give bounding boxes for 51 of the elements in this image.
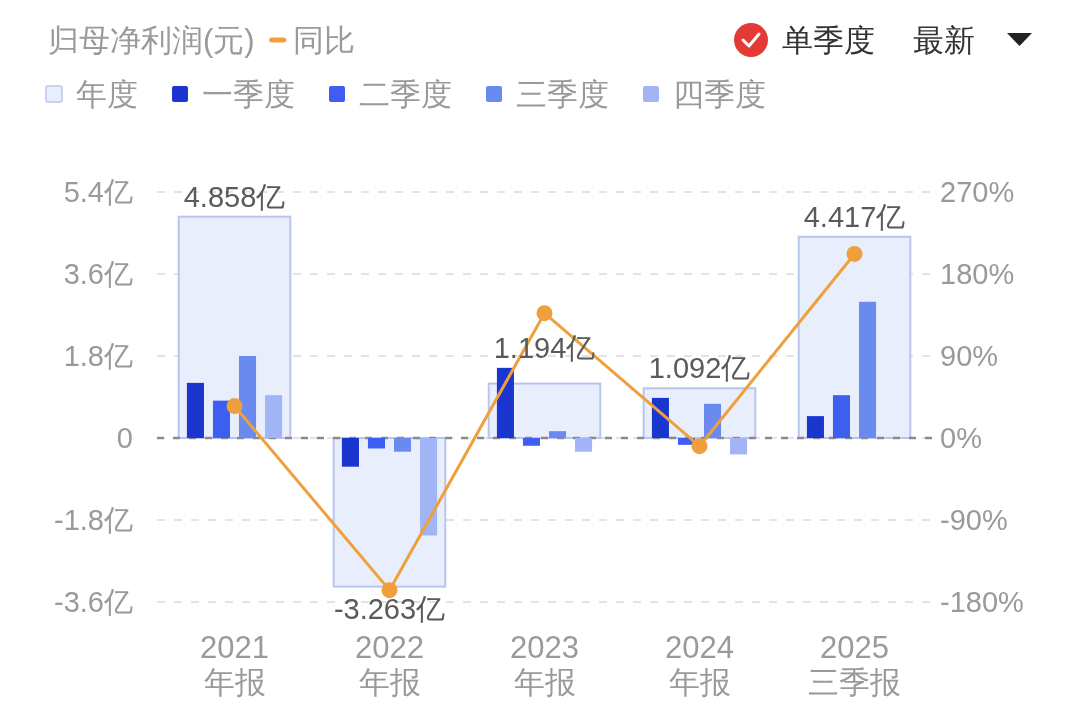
x-tick-label: 2023 年报 xyxy=(510,630,579,700)
y-tick-label: 1.8亿 xyxy=(63,340,133,372)
y-tick-label: -3.6亿 xyxy=(54,586,133,618)
legend-label: 年度 xyxy=(76,76,138,112)
y2-tick-label: -90% xyxy=(940,504,1008,536)
bar xyxy=(341,438,359,467)
bar xyxy=(806,416,824,438)
bar xyxy=(496,367,514,438)
y2-tick-label: 90% xyxy=(940,340,999,372)
y-tick-label: 5.4亿 xyxy=(63,176,133,208)
data-label: 4.417亿 xyxy=(803,200,906,233)
bar xyxy=(367,438,386,449)
point xyxy=(381,582,398,599)
bar xyxy=(394,438,412,452)
bar xyxy=(212,400,231,438)
y2-tick-label: 270% xyxy=(940,176,1015,208)
legend-label: 同比 xyxy=(292,22,355,58)
bar xyxy=(859,301,877,438)
y-axis-title: 归母净利润(元) xyxy=(48,22,255,58)
y-tick-label: 0 xyxy=(116,422,133,454)
x-tick-label: 2025 三季报 xyxy=(808,630,901,700)
legend-label: 三季度 xyxy=(516,76,609,112)
x-tick-label: 2022 年报 xyxy=(355,630,424,700)
y2-tick-label: -180% xyxy=(940,586,1024,618)
bar xyxy=(265,395,283,438)
y2-tick-label: 0% xyxy=(940,422,982,454)
text: 最新 xyxy=(913,22,975,58)
legend-label: 一季度 xyxy=(202,76,295,112)
bar xyxy=(730,438,748,455)
y-tick-label: 3.6亿 xyxy=(63,258,133,290)
bar xyxy=(575,438,593,452)
bar xyxy=(420,438,438,536)
point xyxy=(536,305,553,322)
bar xyxy=(239,356,257,438)
y-tick-label: -1.8亿 xyxy=(54,504,133,536)
point xyxy=(226,398,243,415)
y2-tick-label: 180% xyxy=(940,258,1015,290)
legend-label: 四季度 xyxy=(673,76,766,112)
bar xyxy=(549,431,567,438)
point xyxy=(846,245,863,262)
data-label: 1.092亿 xyxy=(648,352,751,385)
bar xyxy=(522,438,541,446)
data-label: 4.858亿 xyxy=(183,180,286,213)
bar xyxy=(186,382,204,438)
point xyxy=(691,438,708,455)
data-label: -3.263亿 xyxy=(333,592,446,625)
text: 单季度 xyxy=(782,22,875,58)
bar xyxy=(832,395,851,438)
x-tick-label: 2024 年报 xyxy=(665,630,734,700)
legend-label: 二季度 xyxy=(359,76,452,112)
x-tick-label: 2021 年报 xyxy=(200,630,269,700)
